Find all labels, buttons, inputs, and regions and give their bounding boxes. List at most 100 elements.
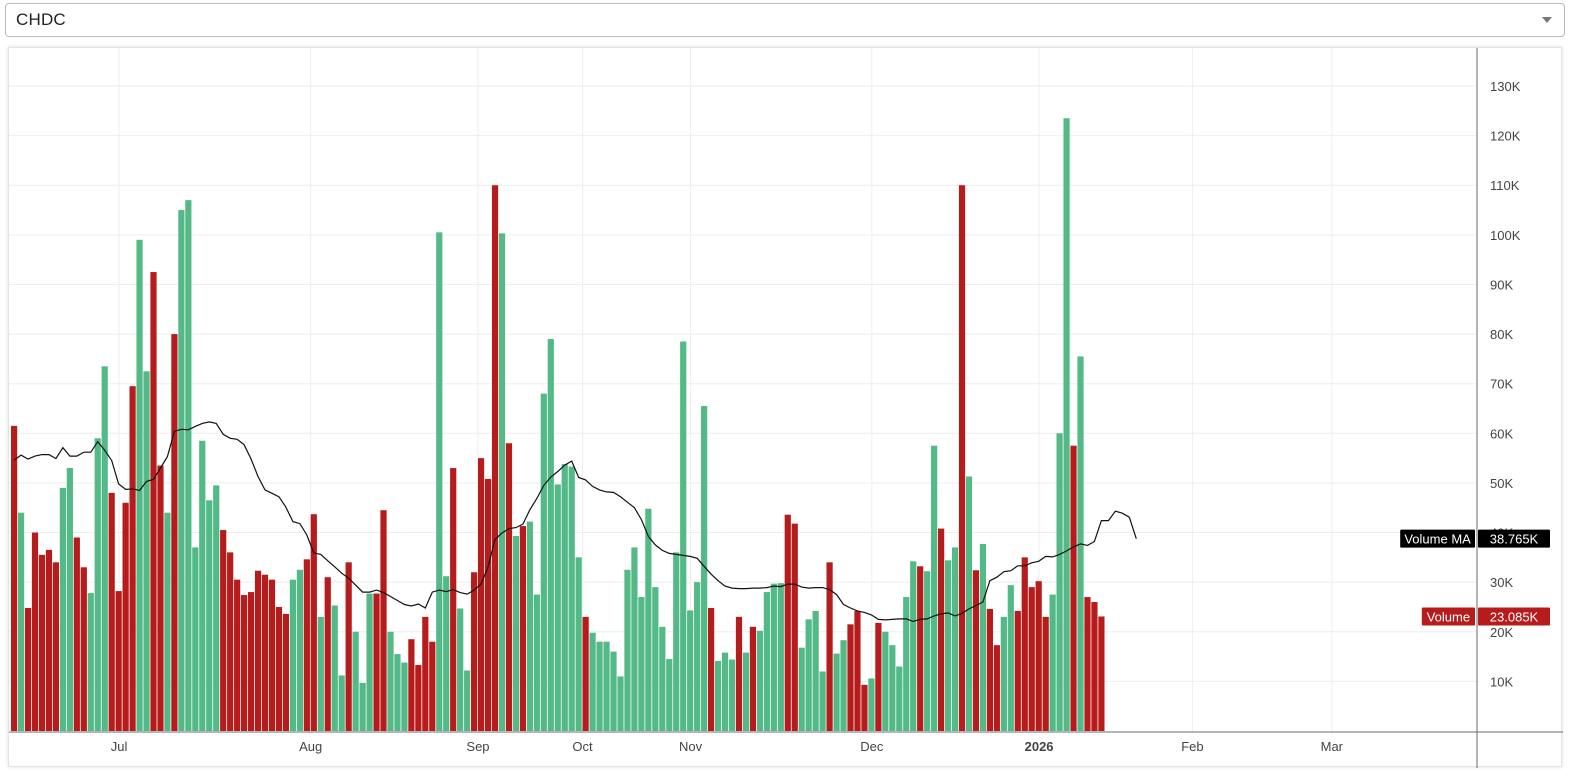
volume-bar[interactable]	[749, 626, 757, 731]
volume-bar[interactable]	[652, 587, 659, 731]
volume-bar[interactable]	[464, 670, 471, 731]
volume-bar[interactable]	[889, 645, 896, 731]
volume-bar[interactable]	[185, 200, 192, 732]
volume-bar[interactable]	[917, 566, 924, 731]
volume-bar[interactable]	[791, 523, 798, 731]
volume-bar[interactable]	[443, 576, 450, 731]
volume-bar[interactable]	[972, 570, 980, 731]
volume-bar[interactable]	[220, 530, 227, 731]
volume-bar[interactable]	[38, 554, 46, 731]
volume-bar[interactable]	[80, 567, 87, 731]
volume-bar[interactable]	[213, 485, 220, 731]
volume-bar[interactable]	[1042, 616, 1049, 731]
volume-bar[interactable]	[450, 468, 457, 731]
volume-bar[interactable]	[484, 478, 492, 731]
volume-bar[interactable]	[833, 653, 840, 731]
volume-bar[interactable]	[882, 631, 889, 731]
volume-bar[interactable]	[422, 616, 429, 731]
volume-bar[interactable]	[812, 610, 819, 731]
volume-bar[interactable]	[944, 560, 952, 731]
volume-bar[interactable]	[854, 610, 861, 731]
volume-bar[interactable]	[756, 630, 763, 731]
volume-bar[interactable]	[275, 606, 283, 731]
volume-bar[interactable]	[498, 233, 506, 731]
volume-bar[interactable]	[254, 570, 262, 731]
volume-bar[interactable]	[784, 514, 791, 731]
volume-bar[interactable]	[101, 366, 108, 731]
volume-bar[interactable]	[596, 641, 603, 731]
volume-bar[interactable]	[234, 579, 241, 731]
volume-bar[interactable]	[951, 547, 959, 731]
volume-bar[interactable]	[617, 676, 624, 731]
volume-bar[interactable]	[310, 514, 317, 731]
volume-bar[interactable]	[777, 583, 784, 731]
volume-bar[interactable]	[143, 371, 150, 731]
volume-bar[interactable]	[979, 543, 987, 731]
volume-bar[interactable]	[875, 622, 882, 731]
volume-bar[interactable]	[624, 569, 631, 731]
volume-bar[interactable]	[1091, 602, 1098, 731]
chevron-down-icon[interactable]	[1542, 17, 1552, 23]
volume-bar[interactable]	[938, 528, 945, 731]
volume-chart[interactable]: 10K20K30K40K50K60K70K80K90K100K110K120K1…	[9, 48, 1563, 768]
volume-bar[interactable]	[52, 562, 60, 731]
volume-bar[interactable]	[589, 632, 596, 731]
volume-bar[interactable]	[261, 574, 269, 731]
volume-bar[interactable]	[415, 665, 422, 731]
volume-bar[interactable]	[171, 334, 178, 731]
volume-bar[interactable]	[380, 510, 387, 731]
volume-bar[interactable]	[561, 464, 568, 731]
volume-bar[interactable]	[303, 559, 310, 731]
volume-bar[interactable]	[331, 605, 338, 731]
volume-bar[interactable]	[680, 341, 687, 731]
volume-bar[interactable]	[540, 393, 547, 731]
volume-bar[interactable]	[1098, 616, 1105, 731]
volume-bar[interactable]	[324, 577, 331, 731]
volume-bar[interactable]	[436, 232, 443, 731]
volume-bar[interactable]	[1063, 118, 1070, 731]
volume-bar[interactable]	[631, 547, 638, 731]
volume-bar[interactable]	[352, 631, 359, 731]
symbol-select[interactable]: CHDC	[5, 3, 1565, 37]
volume-bar[interactable]	[1014, 610, 1021, 731]
volume-bar[interactable]	[505, 443, 513, 731]
volume-bar[interactable]	[17, 512, 25, 731]
volume-bar[interactable]	[582, 616, 589, 731]
volume-bar[interactable]	[903, 597, 910, 731]
volume-bar[interactable]	[519, 526, 527, 731]
volume-bar[interactable]	[666, 659, 673, 731]
volume-bar[interactable]	[59, 487, 66, 731]
volume-bar[interactable]	[575, 557, 582, 731]
volume-bar[interactable]	[958, 185, 966, 731]
volume-bar[interactable]	[896, 666, 903, 732]
volume-bar[interactable]	[338, 675, 345, 731]
volume-bar[interactable]	[847, 624, 854, 731]
volume-bar[interactable]	[387, 631, 394, 731]
volume-bar[interactable]	[742, 652, 750, 731]
volume-bar[interactable]	[429, 641, 436, 731]
volume-bar[interactable]	[1007, 585, 1014, 731]
volume-bar[interactable]	[199, 440, 206, 731]
volume-bar[interactable]	[241, 595, 248, 731]
volume-bar[interactable]	[714, 661, 722, 731]
volume-bar[interactable]	[924, 571, 931, 731]
volume-bar[interactable]	[108, 492, 115, 731]
volume-bar[interactable]	[129, 386, 136, 731]
volume-bar[interactable]	[115, 591, 122, 731]
volume-bar[interactable]	[1035, 581, 1042, 731]
volume-bar[interactable]	[296, 569, 303, 731]
volume-bar[interactable]	[645, 508, 652, 731]
volume-bar[interactable]	[721, 652, 729, 731]
volume-bar[interactable]	[910, 561, 917, 731]
volume-chart-panel[interactable]: 10K20K30K40K50K60K70K80K90K100K110K120K1…	[8, 47, 1563, 768]
volume-bar[interactable]	[840, 640, 847, 731]
volume-bar[interactable]	[965, 476, 973, 731]
volume-bar[interactable]	[206, 500, 213, 731]
volume-bar[interactable]	[986, 608, 993, 731]
volume-bar[interactable]	[1070, 445, 1077, 731]
volume-bar[interactable]	[192, 547, 199, 731]
volume-bar[interactable]	[24, 607, 32, 731]
volume-bar[interactable]	[150, 272, 157, 731]
volume-bar[interactable]	[763, 592, 770, 731]
volume-bar[interactable]	[317, 616, 324, 731]
